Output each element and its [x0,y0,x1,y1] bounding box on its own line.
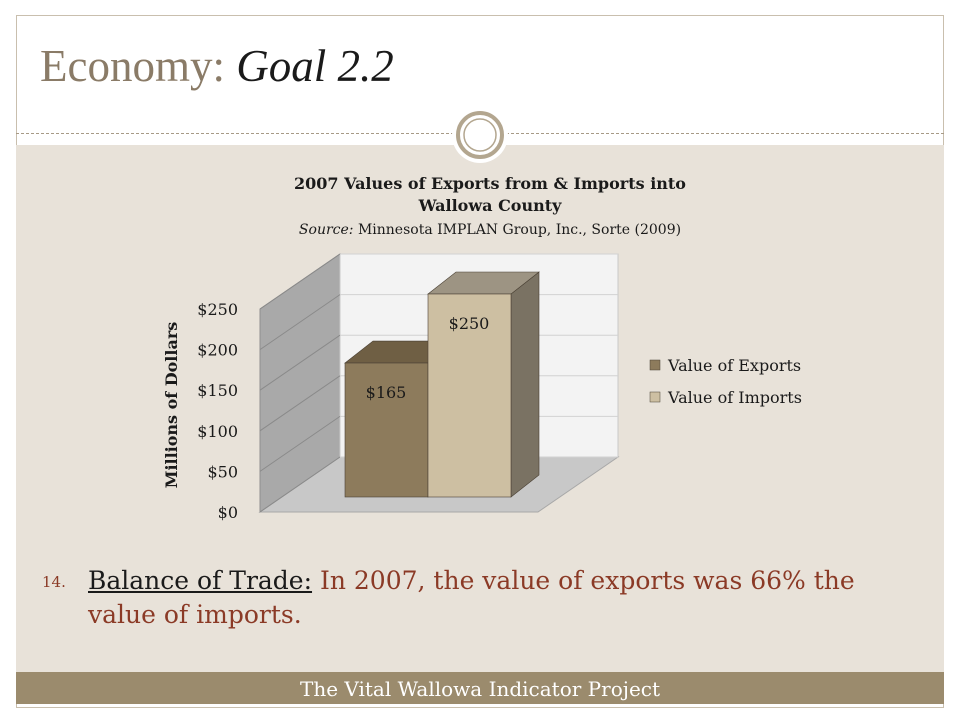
point-number: 14. [42,573,66,591]
data-label-1: $250 [449,314,490,333]
title-goal: Goal 2.2 [236,41,394,91]
footer-bar: The Vital Wallowa Indicator Project [16,672,944,704]
chart-legend: Value of Exports Value of Imports [649,356,802,407]
circle-ornament-icon [452,107,508,163]
legend-swatch-0 [649,359,661,371]
legend-label-1: Value of Imports [667,388,802,407]
slide-title: Economy: Goal 2.2 [40,44,394,89]
gridline-side [259,294,341,351]
gridline-side [259,375,341,432]
legend-swatch-1 [649,391,661,403]
legend-label-0: Value of Exports [667,356,801,375]
point-body: In 2007, the value of exports was 66% th… [88,566,855,629]
gridline-side [259,334,341,391]
chart-source-text: Minnesota IMPLAN Group, Inc., Sorte (200… [354,222,682,238]
point-text: Balance of Trade: In 2007, the value of … [88,564,908,632]
y-tick-label: $50 [207,462,238,481]
point-lead: Balance of Trade: [88,566,313,595]
y-tick-label: $150 [197,381,238,400]
chart-title-line-2: Wallowa County [418,196,563,215]
gridline-side [259,415,341,472]
y-axis-label: Millions of Dollars [162,322,181,489]
title-prefix: Economy: [40,41,237,91]
bar-side-1 [510,271,540,498]
bar-imports [427,293,512,498]
data-label-0: $165 [366,383,407,402]
chart-source: Source: Minnesota IMPLAN Group, Inc., So… [299,222,681,238]
y-tick-label: $250 [197,300,238,319]
chart-title-line-1: 2007 Values of Exports from & Imports in… [294,174,686,193]
y-tick-label: $0 [218,503,238,522]
gridline-side [259,253,341,310]
y-tick-label: $200 [197,341,238,360]
trade-chart: 2007 Values of Exports from & Imports in… [162,174,802,522]
gridline-side [259,456,341,513]
y-tick-label: $100 [197,422,238,441]
chart-source-label: Source: [299,222,354,238]
